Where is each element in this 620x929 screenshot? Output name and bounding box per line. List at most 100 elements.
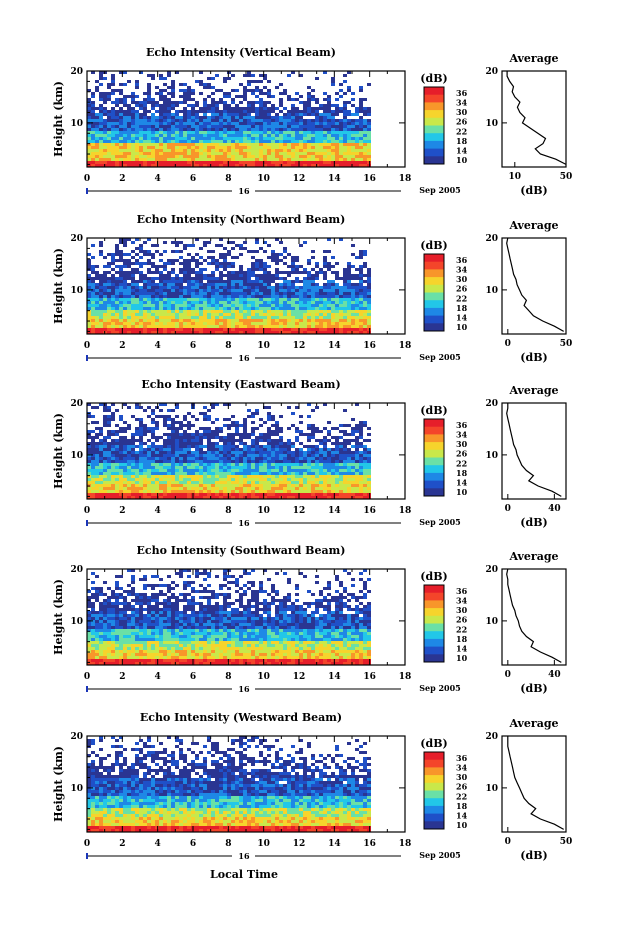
heatmap-cell xyxy=(255,286,259,289)
heatmap-cell xyxy=(167,415,171,418)
heatmap-cell xyxy=(103,424,107,427)
heatmap-cell xyxy=(91,313,95,316)
heatmap-cell xyxy=(175,259,179,262)
heatmap-cell xyxy=(211,274,215,277)
heatmap-cell xyxy=(303,445,307,448)
heatmap-cell xyxy=(179,436,183,439)
heatmap-cell xyxy=(355,283,359,286)
heatmap-cell xyxy=(243,448,247,451)
heatmap-cell xyxy=(115,313,119,316)
heatmap-cell xyxy=(147,313,151,316)
heatmap-cell xyxy=(271,164,275,167)
heatmap-cell xyxy=(231,140,235,143)
heatmap-cell xyxy=(251,415,255,418)
heatmap-cell xyxy=(119,301,123,304)
heatmap-cell xyxy=(191,424,195,427)
heatmap-cell xyxy=(239,463,243,466)
heatmap-cell xyxy=(167,259,171,262)
heatmap-cell xyxy=(151,125,155,128)
heatmap-cell xyxy=(175,463,179,466)
heatmap-cell xyxy=(175,113,179,116)
heatmap-cell xyxy=(283,457,287,460)
heatmap-cell xyxy=(91,137,95,140)
heatmap-cell xyxy=(259,463,263,466)
heatmap-cell xyxy=(215,301,219,304)
heatmap-cell xyxy=(271,439,275,442)
heatmap-cell xyxy=(171,86,175,89)
heatmap-cell xyxy=(211,277,215,280)
heatmap-cell xyxy=(299,478,303,481)
heatmap-cell xyxy=(191,140,195,143)
heatmap-cell xyxy=(211,316,215,319)
heatmap-cell xyxy=(355,110,359,113)
heatmap-cell xyxy=(91,484,95,487)
heatmap-cell xyxy=(199,463,203,466)
heatmap-cell xyxy=(191,451,195,454)
heatmap-cell xyxy=(87,158,91,161)
heatmap-cell xyxy=(339,110,343,113)
heatmap-cell xyxy=(251,475,255,478)
heatmap-cell xyxy=(239,116,243,119)
heatmap-cell xyxy=(263,460,267,463)
heatmap-cell xyxy=(335,292,339,295)
heatmap-cell xyxy=(347,433,351,436)
heatmap-cell xyxy=(259,247,263,250)
heatmap-cell xyxy=(243,152,247,155)
heatmap-cell xyxy=(275,292,279,295)
heatmap-cell xyxy=(367,427,371,430)
heatmap-cell xyxy=(203,484,207,487)
heatmap-cell xyxy=(267,149,271,152)
heatmap-cell xyxy=(251,262,255,265)
heatmap-cell xyxy=(283,466,287,469)
heatmap-cell xyxy=(135,158,139,161)
heatmap-cell xyxy=(307,481,311,484)
heatmap-cell xyxy=(99,253,103,256)
heatmap-cell xyxy=(271,107,275,110)
heatmap-cell xyxy=(175,469,179,472)
heatmap-cell xyxy=(263,143,267,146)
heatmap-cell xyxy=(367,140,371,143)
heatmap-cell xyxy=(255,295,259,298)
heatmap-cell xyxy=(331,280,335,283)
heatmap-cell xyxy=(315,439,319,442)
heatmap-cell xyxy=(347,313,351,316)
heatmap-cell xyxy=(143,481,147,484)
heatmap-cell xyxy=(267,265,271,268)
heatmap-cell xyxy=(155,436,159,439)
heatmap-cell xyxy=(175,475,179,478)
heatmap-cell xyxy=(275,298,279,301)
heatmap-cell xyxy=(363,478,367,481)
heatmap-cell xyxy=(183,83,187,86)
heatmap-cell xyxy=(115,289,119,292)
heatmap-cell xyxy=(227,164,231,167)
heatmap-cell xyxy=(339,472,343,475)
heatmap-cell xyxy=(219,466,223,469)
heatmap-cell xyxy=(211,484,215,487)
heatmap-cell xyxy=(107,466,111,469)
heatmap-cell xyxy=(231,101,235,104)
heatmap-cell xyxy=(359,469,363,472)
heatmap-cell xyxy=(191,119,195,122)
profile-x-label: (dB) xyxy=(520,351,547,364)
heatmap-cell xyxy=(167,304,171,307)
heatmap-cell xyxy=(235,280,239,283)
heatmap-cell xyxy=(99,131,103,134)
heatmap-cell xyxy=(167,107,171,110)
heatmap-cell xyxy=(151,134,155,137)
heatmap-cell xyxy=(195,328,199,331)
heatmap-cell xyxy=(187,125,191,128)
heatmap-cell xyxy=(299,137,303,140)
heatmap-cell xyxy=(155,478,159,481)
heatmap-cell xyxy=(323,259,327,262)
heatmap-cell xyxy=(335,481,339,484)
heatmap-cell xyxy=(147,110,151,113)
heatmap-cell xyxy=(315,113,319,116)
heatmap-cell xyxy=(255,152,259,155)
heatmap-cell xyxy=(119,475,123,478)
heatmap-cell xyxy=(99,322,103,325)
heatmap-cell xyxy=(119,313,123,316)
heatmap-cell xyxy=(99,319,103,322)
heatmap-cell xyxy=(227,274,231,277)
heatmap-cell xyxy=(195,454,199,457)
